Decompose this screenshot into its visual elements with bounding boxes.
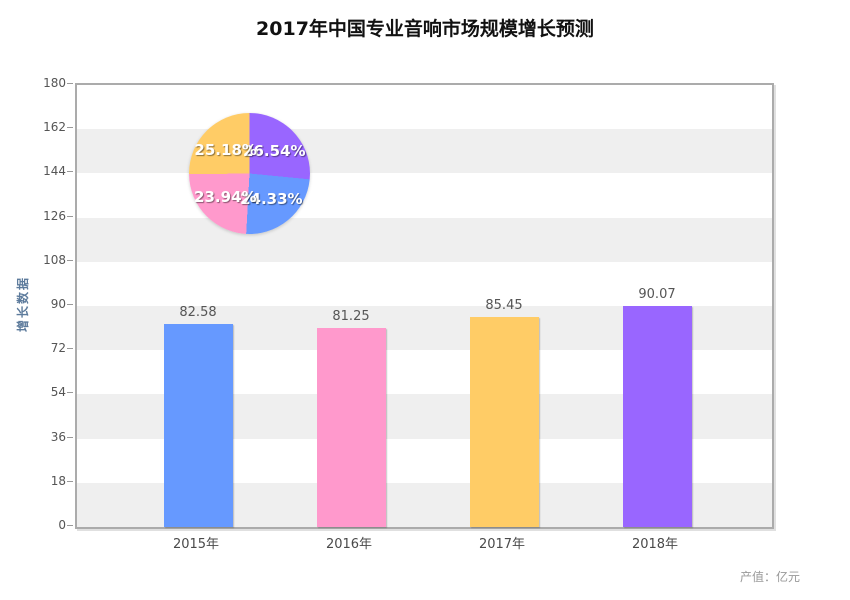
x-tick-label: 2017年	[478, 537, 526, 552]
y-tick-label: 162	[43, 120, 66, 135]
y-tick-mark	[67, 480, 73, 482]
chart-title: 2017年中国专业音响市场规模增长预测	[256, 18, 594, 40]
bar-value-label: 90.07	[638, 286, 676, 302]
y-tick-label: 18	[50, 473, 66, 488]
pie-slice-label: 23.94%	[194, 187, 257, 206]
y-tick-label: 0	[58, 518, 66, 532]
y-axis: 0 18 36 54 72 90 108 126 144 162 180	[0, 76, 73, 532]
y-tick-label: 54	[50, 385, 66, 400]
y-tick-label: 90	[50, 297, 66, 311]
y-tick-mark	[67, 392, 73, 394]
y-tick-mark	[67, 259, 73, 261]
bar-2017年: 85.45	[469, 298, 539, 527]
bar-2015年: 82.58	[163, 305, 233, 527]
bar-value-label: 85.45	[485, 298, 523, 314]
grid-band	[77, 129, 772, 174]
y-tick-mark	[67, 436, 73, 438]
grid-band	[77, 217, 772, 262]
y-tick-mark	[67, 171, 73, 173]
y-tick-mark	[67, 304, 73, 305]
y-tick-label: 180	[43, 76, 66, 90]
unit-note: 产值：亿元	[739, 570, 800, 584]
y-tick-label: 72	[50, 341, 66, 356]
x-tick-label: 2016年	[325, 537, 373, 552]
y-tick-mark	[67, 525, 73, 526]
x-axis: 2015年 2016年 2017年 2018年	[75, 533, 770, 553]
pie-slice-label: 26.54%	[243, 141, 306, 160]
bar-2018年: 90.07	[622, 287, 692, 527]
y-tick-label: 108	[43, 252, 66, 267]
y-tick-label: 36	[50, 429, 66, 444]
bar-value-label: 81.25	[332, 308, 370, 324]
y-tick-mark	[67, 127, 73, 129]
plot-area: 82.58 81.25 85.45 90.07 26.54% 24.33% 23.94% 2…	[75, 83, 774, 529]
pie-slice-label: 24.33%	[240, 189, 303, 208]
y-tick-mark	[67, 83, 73, 84]
pie-slice-label: 25.18%	[194, 140, 257, 159]
y-tick-label: 144	[43, 164, 66, 179]
y-tick-mark	[67, 215, 73, 217]
bar-2016年: 81.25	[316, 309, 386, 527]
grid-band	[77, 85, 772, 129]
x-tick-label: 2018年	[631, 537, 679, 552]
y-tick-label: 126	[43, 208, 66, 223]
grid-band	[77, 173, 772, 217]
bar-value-label: 82.58	[179, 305, 217, 321]
pie-chart: 26.54% 24.33% 23.94% 25.18%	[189, 113, 310, 234]
x-tick-label: 2015年	[172, 537, 220, 552]
y-tick-mark	[67, 348, 73, 350]
